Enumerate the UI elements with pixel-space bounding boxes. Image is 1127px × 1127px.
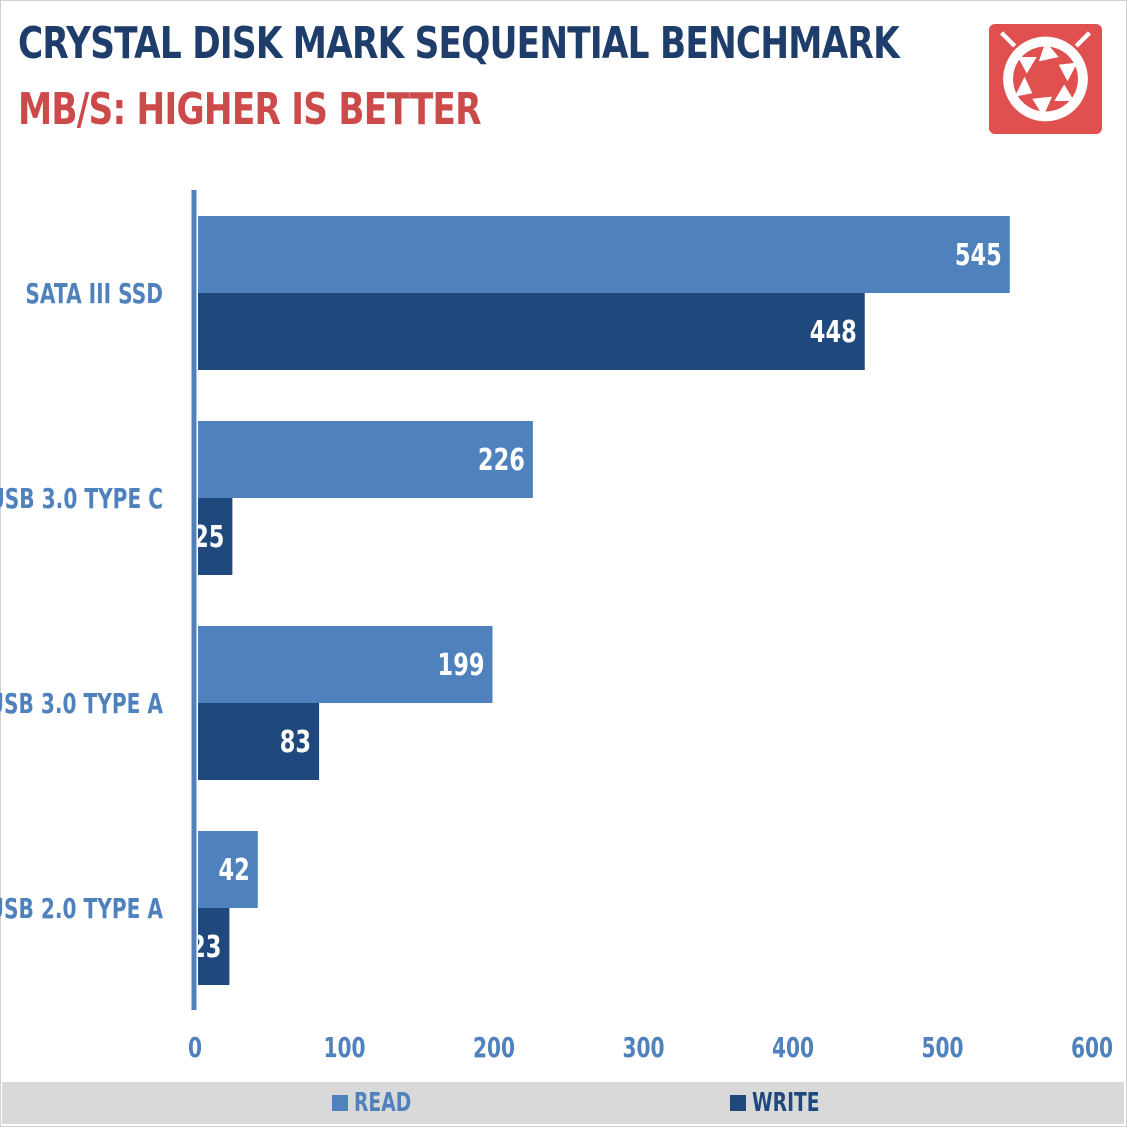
x-tick-label: 0: [188, 1031, 202, 1064]
data-label: 199: [438, 648, 485, 683]
category-label: SATA III SSD: [25, 277, 163, 310]
chart-subtitle: MB/S: HIGHER IS BETTER: [18, 84, 482, 135]
data-label: 83: [280, 725, 311, 760]
x-tick-label: 400: [772, 1031, 814, 1064]
bar-read: [198, 216, 1010, 293]
category-label: USB 2.0 TYPE A: [0, 892, 163, 925]
x-tick-label: 600: [1071, 1031, 1113, 1064]
bar-write: [198, 908, 230, 985]
bar-read: [198, 421, 533, 498]
legend-item-write: WRITE: [730, 1082, 846, 1124]
x-tick-label: 200: [473, 1031, 515, 1064]
chart-title: CRYSTAL DISK MARK SEQUENTIAL BENCHMARK: [18, 18, 900, 69]
data-label: 448: [810, 315, 857, 350]
data-label: 226: [478, 443, 525, 478]
data-label: 25: [193, 520, 224, 555]
bar-read: [198, 831, 258, 908]
legend-label-write: WRITE: [752, 1088, 820, 1118]
data-label: 545: [955, 238, 1002, 273]
bar-write: [198, 498, 233, 575]
legend-item-read: READ: [332, 1082, 434, 1124]
x-tick-label: 100: [323, 1031, 365, 1064]
aperture-logo-icon: [989, 24, 1102, 134]
legend-label-read: READ: [354, 1088, 412, 1118]
legend: READ WRITE: [2, 1082, 1124, 1124]
data-label: 42: [218, 853, 249, 888]
x-tick-label: 500: [921, 1031, 963, 1064]
bar-write: [198, 293, 865, 370]
category-label: USB 3.0 TYPE C: [0, 482, 163, 515]
bar-write: [198, 703, 320, 780]
bar-read: [198, 626, 493, 703]
x-tick-label: 300: [622, 1031, 664, 1064]
category-label: USB 3.0 TYPE A: [0, 687, 163, 720]
legend-swatch-read: [332, 1095, 348, 1111]
legend-swatch-write: [730, 1095, 746, 1111]
